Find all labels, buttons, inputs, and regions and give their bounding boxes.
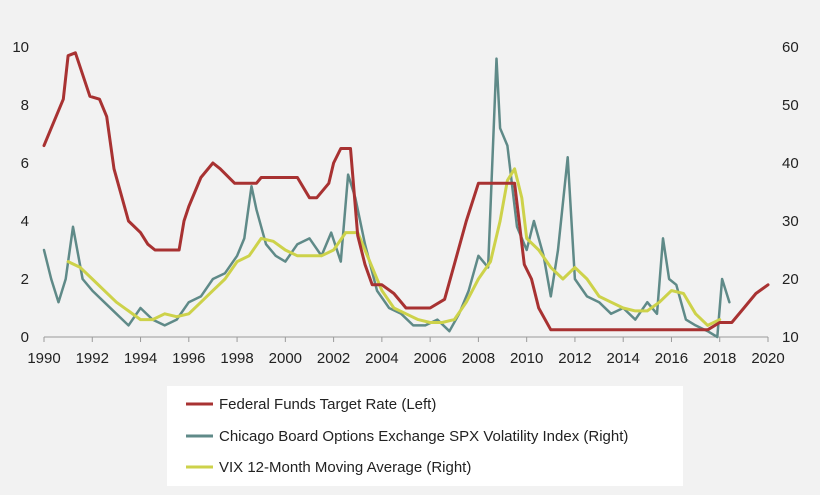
- y-left-tick-label: 4: [21, 213, 29, 230]
- x-tick-label: 1994: [124, 350, 157, 367]
- x-tick-label: 1990: [27, 350, 60, 367]
- x-tick-label: 2018: [703, 350, 736, 367]
- x-tick-label: 2010: [510, 350, 543, 367]
- series-layer: [42, 51, 770, 339]
- y-left-tick-label: 6: [21, 155, 29, 172]
- y-left-tick-label: 0: [21, 329, 29, 346]
- vix-line: [42, 57, 731, 339]
- y-right-tick-label: 10: [782, 329, 799, 346]
- fed-funds-line: [42, 51, 770, 332]
- y-right-tick-label: 20: [782, 271, 799, 288]
- y-left-tick-label: 2: [21, 271, 29, 288]
- legend: Federal Funds Target Rate (Left) Chicago …: [167, 386, 683, 486]
- x-tick-label: 1992: [76, 350, 109, 367]
- x-tick-label: 1996: [172, 350, 205, 367]
- x-tick-label: 2002: [317, 350, 350, 367]
- y-left-tick-label: 10: [12, 39, 29, 56]
- x-tick-label: 2008: [462, 350, 495, 367]
- legend-box: [167, 386, 683, 486]
- x-tick-label: 2006: [413, 350, 446, 367]
- x-tick-label: 2014: [607, 350, 640, 367]
- x-tick-label: 2020: [751, 350, 784, 367]
- y-right-tick-label: 40: [782, 155, 799, 172]
- axes-layer: 1990 1992 1994 1996 1998 2000 2002 2004 2006 2008…: [12, 39, 798, 367]
- x-tick-label: 2004: [365, 350, 398, 367]
- x-tick-label: 2000: [269, 350, 302, 367]
- y-right-tick-label: 30: [782, 213, 799, 230]
- y-right-tick-label: 60: [782, 39, 799, 56]
- legend-item-vix-label: Chicago Board Options Exchange SPX Volat…: [219, 428, 628, 445]
- x-tick-label: 2012: [558, 350, 591, 367]
- vix-moving-average-line: [66, 167, 722, 327]
- legend-item-vix-ma-label: VIX 12-Month Moving Average (Right): [219, 459, 471, 476]
- legend-item-fed-funds-label: Federal Funds Target Rate (Left): [219, 396, 436, 413]
- x-tick-label: 1998: [220, 350, 253, 367]
- x-tick-label: 2016: [655, 350, 688, 367]
- y-left-tick-label: 8: [21, 97, 29, 114]
- y-right-tick-label: 50: [782, 97, 799, 114]
